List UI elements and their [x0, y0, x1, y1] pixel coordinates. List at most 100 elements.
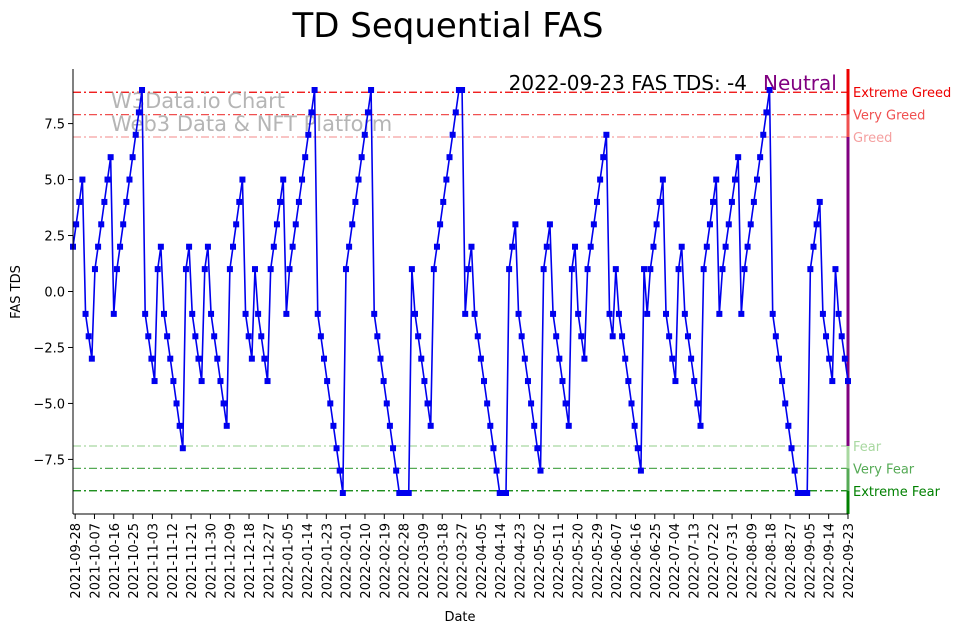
- data-point: [139, 87, 146, 93]
- data-point: [113, 266, 120, 273]
- data-point: [427, 422, 434, 429]
- x-tick-label: 2022-06-07: [610, 523, 625, 599]
- data-point: [88, 355, 95, 362]
- data-point: [688, 355, 695, 362]
- data-point: [230, 243, 237, 250]
- x-tick-label: 2022-08-09: [745, 523, 760, 599]
- data-point: [772, 333, 779, 340]
- data-point: [251, 266, 258, 273]
- data-point: [675, 266, 682, 273]
- x-tick-label: 2022-04-23: [514, 523, 529, 599]
- data-point: [317, 333, 324, 340]
- data-point: [528, 400, 535, 407]
- data-point: [593, 198, 600, 205]
- data-point: [512, 221, 519, 228]
- data-point: [706, 221, 713, 228]
- data-point: [578, 333, 585, 340]
- data-point: [769, 310, 776, 317]
- x-tick-label: 2022-02-10: [359, 523, 374, 599]
- data-point: [220, 400, 227, 407]
- data-point: [327, 400, 334, 407]
- data-point: [412, 310, 418, 317]
- data-point: [797, 490, 804, 496]
- data-point: [615, 310, 622, 317]
- data-point: [691, 378, 698, 385]
- data-point: [801, 490, 808, 496]
- data-point: [386, 422, 393, 429]
- data-point: [173, 400, 180, 407]
- data-point: [446, 154, 453, 161]
- data-point: [546, 221, 553, 228]
- data-point: [358, 154, 365, 161]
- data-point: [625, 378, 632, 385]
- data-point: [374, 333, 381, 340]
- data-point: [242, 310, 249, 317]
- data-point: [211, 333, 218, 340]
- data-point: [443, 176, 450, 183]
- data-point: [452, 109, 459, 116]
- data-point: [393, 467, 400, 474]
- data-point: [829, 378, 836, 385]
- x-tick-label: 2021-09-28: [69, 523, 84, 599]
- x-tick-label: 2022-01-05: [282, 523, 297, 599]
- data-point: [455, 87, 462, 93]
- data-point: [612, 266, 619, 273]
- data-point: [402, 490, 409, 496]
- data-point: [597, 176, 604, 183]
- data-point: [248, 355, 255, 362]
- data-point: [637, 467, 644, 474]
- data-point: [493, 467, 500, 474]
- data-point: [311, 87, 318, 93]
- data-point: [810, 243, 817, 250]
- data-point: [424, 400, 431, 407]
- data-point: [154, 266, 161, 273]
- data-point: [346, 243, 353, 250]
- data-point: [142, 310, 149, 317]
- data-point: [157, 243, 164, 250]
- data-point: [794, 490, 801, 496]
- data-point: [499, 490, 506, 496]
- x-tick-label: 2021-12-27: [262, 523, 277, 599]
- data-point: [324, 378, 331, 385]
- x-tick-label: 2021-12-09: [224, 523, 239, 599]
- data-point: [744, 243, 751, 250]
- data-point: [465, 266, 472, 273]
- band-label-extreme-greed: Extreme Greed: [853, 86, 951, 101]
- data-point: [233, 221, 240, 228]
- data-point: [628, 400, 635, 407]
- data-point: [788, 445, 795, 452]
- data-point: [321, 355, 328, 362]
- data-point: [509, 243, 516, 250]
- data-point: [760, 131, 767, 138]
- data-point: [430, 266, 437, 273]
- data-point: [653, 221, 660, 228]
- data-point: [719, 266, 726, 273]
- x-tick-label: 2022-01-14: [301, 523, 316, 599]
- data-point: [782, 400, 789, 407]
- data-point: [151, 378, 158, 385]
- data-point: [258, 333, 265, 340]
- data-point: [333, 445, 340, 452]
- data-point: [349, 221, 356, 228]
- latest-annotation: 2022-09-23 FAS TDS: -4: [509, 71, 747, 95]
- data-point: [314, 310, 321, 317]
- data-point: [609, 333, 616, 340]
- data-point: [201, 266, 208, 273]
- data-point: [650, 243, 657, 250]
- data-point: [107, 154, 114, 161]
- data-point: [292, 221, 299, 228]
- data-point: [408, 266, 415, 273]
- data-point: [537, 467, 544, 474]
- data-point: [634, 445, 641, 452]
- data-point: [481, 378, 488, 385]
- y-tick-label: 0.0: [44, 286, 65, 301]
- data-point: [672, 378, 679, 385]
- y-tick-label: 5.0: [44, 174, 65, 189]
- data-point: [126, 176, 133, 183]
- data-point: [763, 109, 770, 116]
- data-point: [603, 131, 610, 138]
- data-point: [600, 154, 607, 161]
- data-point: [308, 109, 315, 116]
- data-point: [622, 355, 629, 362]
- series-fas-tds: [70, 87, 851, 496]
